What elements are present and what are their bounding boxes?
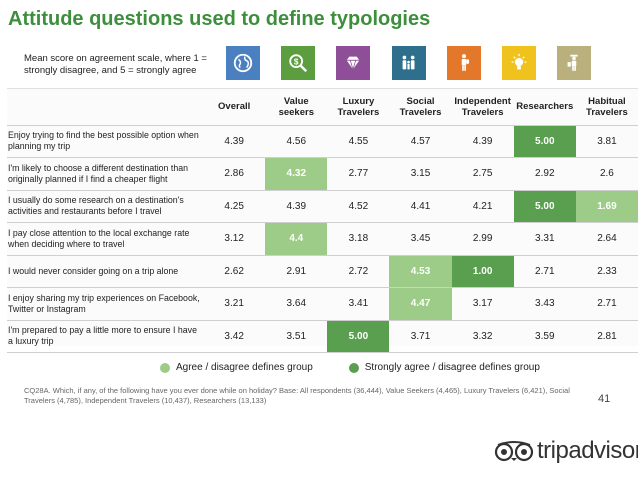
score-cell: 4.41 xyxy=(389,189,452,223)
lightbulb-icon xyxy=(501,46,536,80)
column-header: Habitual Travelers xyxy=(586,95,628,118)
score-cell: 2.71 xyxy=(513,254,576,288)
column-header: Social Travelers xyxy=(399,95,442,118)
column-header: Luxury Travelers xyxy=(337,95,380,118)
globe-icon xyxy=(226,46,260,80)
typology-icons: $ xyxy=(226,46,612,80)
score-cell: 3.12 xyxy=(203,222,266,255)
score-cell: 2.71 xyxy=(575,287,638,320)
legend-item-strong: Strongly agree / disagree defines group xyxy=(348,362,540,373)
score-cell: 4.4 xyxy=(265,222,328,255)
family-icon xyxy=(391,46,426,80)
traveler-icon xyxy=(557,46,592,80)
score-cell: 3.31 xyxy=(513,222,576,255)
legend-dot-agree xyxy=(160,362,170,373)
slide-title: Attitude questions used to define typolo… xyxy=(8,8,431,30)
column-header: Overall xyxy=(218,101,251,113)
table-row: I'm prepared to pay a little more to ens… xyxy=(7,319,638,353)
legend: Agree / disagree defines group Strongly … xyxy=(160,362,576,373)
svg-text:$: $ xyxy=(294,57,299,66)
score-cell: 5.00 xyxy=(327,319,390,353)
footnote: CQ28A. Which, if any, of the following h… xyxy=(24,386,570,405)
score-cell: 4.56 xyxy=(265,124,328,158)
score-cell: 3.81 xyxy=(575,124,638,158)
score-cell: 4.52 xyxy=(327,189,390,223)
score-cell: 3.59 xyxy=(513,319,576,353)
score-cell: 4.55 xyxy=(327,124,390,158)
legend-label: Agree / disagree defines group xyxy=(176,362,313,373)
score-cell: 1.00 xyxy=(451,254,514,288)
score-cell: 2.86 xyxy=(203,157,266,190)
header-blank xyxy=(7,89,203,125)
table-row: Enjoy trying to find the best possible o… xyxy=(7,124,638,158)
score-cell: 5.00 xyxy=(513,189,576,223)
legend-label: Strongly agree / disagree defines group xyxy=(364,362,540,373)
diamond-icon xyxy=(336,46,371,80)
score-cell: 4.57 xyxy=(389,124,452,158)
score-cell: 4.25 xyxy=(203,189,266,223)
score-cell: 3.43 xyxy=(513,287,576,320)
table-row: I would never consider going on a trip a… xyxy=(7,254,638,288)
score-cell: 2.99 xyxy=(451,222,514,255)
tripadvisor-logo: tripadvisor ® xyxy=(494,437,638,465)
score-cell: 4.39 xyxy=(265,189,328,223)
money-search-icon: $ xyxy=(281,46,316,80)
row-statement: I pay close attention to the local excha… xyxy=(7,222,204,255)
typology-table-panel: Overall Value seekers Luxury Travelers S… xyxy=(7,88,638,353)
score-cell: 2.75 xyxy=(451,157,514,190)
score-cell: 3.51 xyxy=(265,319,328,353)
score-cell: 4.32 xyxy=(265,157,328,190)
score-cell: 4.39 xyxy=(203,124,266,158)
row-statement: Enjoy trying to find the best possible o… xyxy=(7,124,204,158)
table-row: I pay close attention to the local excha… xyxy=(7,222,638,255)
score-cell: 2.92 xyxy=(513,157,576,190)
score-cell: 3.21 xyxy=(203,287,266,320)
score-cell: 5.00 xyxy=(513,124,576,158)
logo-wordmark: tripadvisor xyxy=(537,437,638,464)
table-header-row: Overall Value seekers Luxury Travelers S… xyxy=(7,89,638,125)
column-header: Independent Travelers xyxy=(454,95,511,118)
score-cell: 2.72 xyxy=(327,254,390,288)
legend-item-agree: Agree / disagree defines group xyxy=(160,362,313,373)
score-cell: 2.91 xyxy=(265,254,328,288)
typology-table: Overall Value seekers Luxury Travelers S… xyxy=(7,89,638,353)
row-statement: I'm likely to choose a different destina… xyxy=(7,157,204,190)
score-cell: 3.15 xyxy=(389,157,452,190)
score-cell: 2.77 xyxy=(327,157,390,190)
row-statement: I usually do some research on a destinat… xyxy=(7,189,204,223)
score-cell: 3.71 xyxy=(389,319,452,353)
legend-dot-strong xyxy=(348,362,359,373)
score-cell: 4.21 xyxy=(451,189,514,223)
column-header: Value seekers xyxy=(278,95,314,118)
score-cell: 4.47 xyxy=(389,287,452,320)
score-cell: 2.64 xyxy=(575,222,638,255)
table-row: I'm likely to choose a different destina… xyxy=(7,157,638,190)
score-cell: 4.39 xyxy=(451,124,514,158)
score-cell: 2.81 xyxy=(575,319,638,353)
score-cell: 3.45 xyxy=(389,222,452,255)
score-cell: 3.64 xyxy=(265,287,328,320)
scale-note: Mean score on agreement scale, where 1 =… xyxy=(24,53,207,76)
row-statement: I enjoy sharing my trip experiences on F… xyxy=(7,287,204,320)
score-cell: 3.18 xyxy=(327,222,390,255)
owl-eyes-icon xyxy=(494,441,534,462)
row-statement: I would never consider going on a trip a… xyxy=(7,254,204,288)
page-number: 41 xyxy=(598,393,611,405)
table-row: I enjoy sharing my trip experiences on F… xyxy=(7,287,638,320)
table-row: I usually do some research on a destinat… xyxy=(7,189,638,223)
score-cell: 3.41 xyxy=(327,287,390,320)
score-cell: 3.32 xyxy=(451,319,514,353)
score-cell: 1.69 xyxy=(575,189,638,223)
backpacker-icon xyxy=(446,46,481,80)
score-cell: 2.6 xyxy=(575,157,638,190)
score-cell: 4.53 xyxy=(389,254,452,288)
score-cell: 2.62 xyxy=(203,254,266,288)
column-header: Researchers xyxy=(516,101,574,113)
score-cell: 2.33 xyxy=(575,254,638,288)
score-cell: 3.42 xyxy=(203,319,266,353)
row-statement: I'm prepared to pay a little more to ens… xyxy=(7,319,204,353)
score-cell: 3.17 xyxy=(451,287,514,320)
